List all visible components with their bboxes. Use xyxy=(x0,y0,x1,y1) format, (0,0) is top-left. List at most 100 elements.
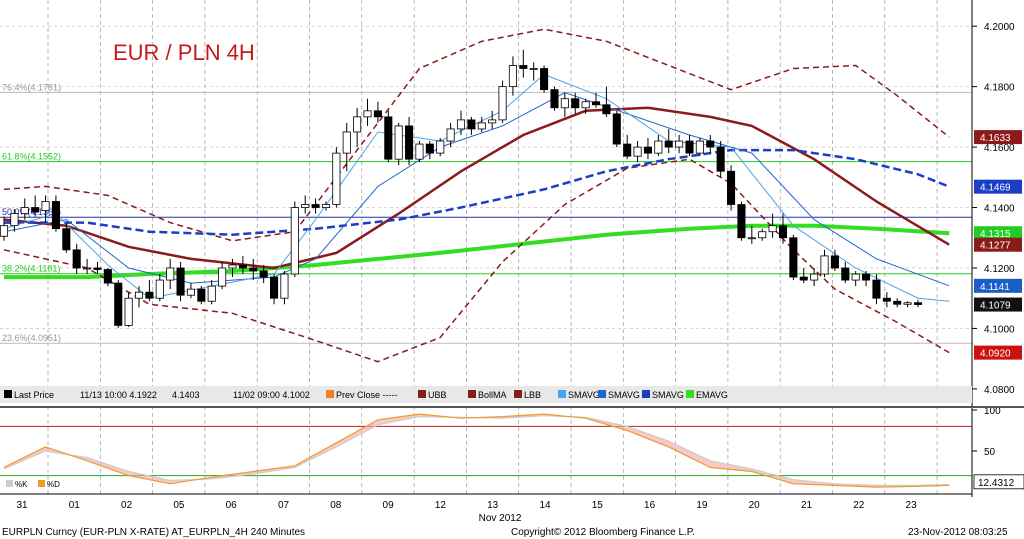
candle-body xyxy=(747,237,756,240)
candle-body xyxy=(51,201,60,230)
legend-bar: Last Price 11/13 10:00 4.1922 4.1403 11/02 … xyxy=(0,386,972,403)
candle-body xyxy=(633,146,642,157)
x-tick-label: 19 xyxy=(696,500,708,511)
candle-body xyxy=(394,125,403,160)
legend-label: BollMA xyxy=(478,390,507,400)
candle-body xyxy=(810,273,819,281)
legend-swatch xyxy=(418,390,426,398)
price-tag-label: 4.1315 xyxy=(980,229,1011,240)
candle-body xyxy=(591,101,601,106)
candle-body xyxy=(353,116,362,133)
y-tick-label: 4.2000 xyxy=(984,22,1015,33)
candle-body xyxy=(529,68,538,70)
chart-title: EUR / PLN 4H xyxy=(113,40,255,65)
candle-body xyxy=(851,273,860,281)
legend-swatch xyxy=(514,390,522,398)
price-tag xyxy=(974,278,1022,293)
x-tick-label: 23 xyxy=(906,500,918,511)
x-tick-label: 08 xyxy=(330,500,342,511)
x-tick-label: 15 xyxy=(592,500,604,511)
candle-body xyxy=(498,86,507,121)
candle-body xyxy=(467,119,476,130)
y-tick-label: 4.1600 xyxy=(984,143,1015,154)
candle-body xyxy=(311,204,320,208)
legend-label: SMAVG xyxy=(608,390,640,400)
osc-legend-d: %D xyxy=(47,480,60,489)
x-tick-label: 05 xyxy=(173,500,185,511)
x-tick-label: 22 xyxy=(853,500,865,511)
x-tick-label: 12 xyxy=(435,500,447,511)
candle-body xyxy=(176,267,185,296)
price-tag xyxy=(974,345,1022,360)
candle-body xyxy=(10,213,19,227)
x-tick-label: 06 xyxy=(226,500,238,511)
osc-legend-swatch xyxy=(38,480,45,487)
candle-body xyxy=(363,110,372,118)
candle-body xyxy=(477,122,486,130)
legend-swatch xyxy=(4,390,12,398)
candle-body xyxy=(737,204,746,239)
legend-label: SMAVG xyxy=(652,390,684,400)
candle-body xyxy=(41,201,50,211)
candle-body xyxy=(290,207,299,275)
candle-body xyxy=(706,140,715,148)
candle-body xyxy=(446,128,455,142)
price-tag-label: 4.1079 xyxy=(980,301,1011,312)
ema-line xyxy=(4,223,950,280)
legend-label: LBB xyxy=(524,390,541,400)
osc-y-tick-label: 100 xyxy=(984,406,1001,417)
x-tick-label: 13 xyxy=(487,500,499,511)
footer-copyright: Copyright© 2012 Bloomberg Finance L.P. xyxy=(511,527,695,538)
candle-body xyxy=(436,140,445,154)
x-tick-label: 09 xyxy=(383,500,395,511)
candle-body xyxy=(218,267,227,287)
price-tag-label: 4.0920 xyxy=(980,349,1011,360)
x-tick-label: 16 xyxy=(644,500,656,511)
candle-body xyxy=(72,249,81,269)
candle-body xyxy=(654,140,663,154)
candle-body xyxy=(415,143,424,160)
candle-body xyxy=(228,264,237,269)
fib-label: 23.6%(4.0951) xyxy=(2,333,61,343)
candle-body xyxy=(155,279,164,299)
candle-body xyxy=(20,207,29,214)
legend-label: Last Price xyxy=(14,390,54,400)
osc-legend-swatch xyxy=(6,480,13,487)
y-tick-label: 4.1400 xyxy=(984,204,1015,215)
candle-body xyxy=(321,204,331,208)
x-tick-label: 01 xyxy=(69,500,81,511)
candle-body xyxy=(186,288,195,296)
candle-body xyxy=(425,143,434,154)
price-tag xyxy=(974,130,1022,145)
candle-body xyxy=(862,273,871,281)
candle-body xyxy=(643,146,652,154)
candle-body xyxy=(62,228,71,251)
price-tag-label: 4.1469 xyxy=(980,183,1011,194)
candle-body xyxy=(145,291,154,299)
candle-body xyxy=(581,101,590,109)
y-tick-label: 4.1000 xyxy=(984,324,1015,335)
indicator-lines xyxy=(3,28,950,363)
legend-swatch xyxy=(326,390,334,398)
x-tick-label: 31 xyxy=(16,500,28,511)
candle-body xyxy=(913,302,923,305)
candle-body xyxy=(882,297,891,302)
legend-swatch xyxy=(468,390,476,398)
candle-body xyxy=(103,269,112,284)
candle-body xyxy=(519,65,528,69)
legend-swatch xyxy=(558,390,566,398)
sma-fast-line xyxy=(3,73,950,302)
candle-body xyxy=(31,207,40,213)
candle-body xyxy=(332,152,341,205)
candle-body xyxy=(238,264,247,269)
candle-body xyxy=(259,270,268,278)
candle-body xyxy=(716,146,725,172)
candle-body xyxy=(134,291,144,299)
candle-body xyxy=(571,98,580,109)
candle-body xyxy=(301,204,310,208)
candle-body xyxy=(249,267,258,272)
candle-body xyxy=(550,89,559,109)
candle-body xyxy=(405,125,414,160)
candle-body xyxy=(820,255,829,275)
